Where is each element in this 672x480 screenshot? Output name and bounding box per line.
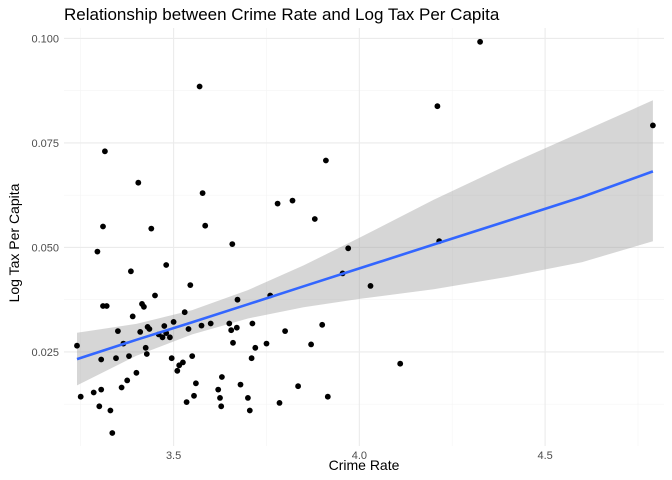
data-point <box>133 369 140 376</box>
data-point <box>248 355 255 362</box>
data-point <box>159 334 166 341</box>
data-point <box>115 328 121 334</box>
data-point <box>218 403 225 410</box>
data-point <box>650 122 656 129</box>
data-point <box>215 386 222 393</box>
data-point <box>135 179 142 186</box>
x-axis-title: Crime Rate <box>329 457 400 473</box>
data-point <box>129 313 136 320</box>
data-point <box>308 341 314 348</box>
data-point <box>126 353 132 359</box>
data-point <box>319 321 326 328</box>
x-tick-label: 4.5 <box>537 450 552 462</box>
x-tick-label: 3.5 <box>166 450 181 462</box>
data-point <box>187 282 194 288</box>
data-point <box>295 383 301 390</box>
data-point <box>109 430 116 436</box>
data-point <box>170 319 177 325</box>
fit-line <box>76 170 654 361</box>
data-point <box>397 360 404 367</box>
data-point <box>137 329 144 335</box>
data-point <box>289 197 296 204</box>
data-point <box>198 322 205 329</box>
data-point <box>367 283 374 289</box>
data-point <box>127 268 134 275</box>
data-point <box>161 323 168 329</box>
data-point <box>77 393 84 400</box>
data-point <box>90 389 97 396</box>
data-point <box>202 222 209 229</box>
data-point <box>252 344 259 351</box>
data-point <box>234 296 241 303</box>
data-point <box>217 395 223 401</box>
data-point <box>124 377 131 384</box>
y-tick-label: 0.100 <box>31 33 59 45</box>
y-axis-ticks: 0.025 0.050 0.075 0.100 <box>31 33 59 359</box>
data-point <box>477 38 483 45</box>
data-point <box>199 190 206 197</box>
data-point <box>245 395 251 401</box>
data-point <box>207 320 214 327</box>
data-point <box>233 324 240 331</box>
y-tick-label: 0.075 <box>31 138 59 150</box>
data-point <box>118 384 125 391</box>
data-point <box>148 225 155 232</box>
regression-line <box>76 170 654 361</box>
data-point <box>345 245 352 252</box>
data-point <box>282 328 288 334</box>
data-point <box>226 320 233 327</box>
data-point <box>152 292 158 299</box>
data-point <box>96 403 103 410</box>
y-tick-label: 0.025 <box>31 347 59 359</box>
data-point <box>74 342 80 349</box>
data-point <box>263 340 270 347</box>
data-point <box>103 303 110 309</box>
data-point <box>311 216 318 222</box>
x-tick-label: 4.0 <box>352 450 367 462</box>
data-point <box>434 103 441 110</box>
data-point <box>249 320 256 327</box>
data-point <box>230 339 236 346</box>
data-point <box>167 334 173 341</box>
data-point <box>229 241 236 248</box>
chart-title: Relationship between Crime Rate and Log … <box>64 5 500 24</box>
data-point <box>191 392 197 399</box>
data-points <box>74 38 656 436</box>
data-point <box>219 374 225 380</box>
data-point <box>98 356 105 363</box>
grid <box>64 28 664 446</box>
data-point <box>100 223 106 230</box>
data-point <box>143 351 150 357</box>
data-point <box>196 83 203 90</box>
data-point <box>274 200 281 207</box>
data-point <box>323 157 329 164</box>
data-point <box>102 148 108 155</box>
data-point <box>174 367 181 374</box>
data-point <box>181 309 188 316</box>
data-point <box>98 386 105 393</box>
data-point <box>246 407 253 414</box>
data-point <box>180 359 186 366</box>
data-point <box>237 381 244 388</box>
data-point <box>141 303 147 310</box>
data-point <box>183 399 190 405</box>
data-point <box>168 355 175 362</box>
data-point <box>107 407 114 414</box>
data-point <box>228 327 235 334</box>
data-point <box>193 380 199 387</box>
data-point <box>113 355 119 362</box>
data-point <box>276 400 283 406</box>
data-point <box>185 326 192 332</box>
data-point <box>94 248 101 255</box>
y-tick-label: 0.050 <box>31 242 59 254</box>
data-point <box>189 353 196 359</box>
data-point <box>146 326 153 332</box>
y-axis-title: Log Tax Per Capita <box>6 183 22 302</box>
x-axis-ticks: 3.5 4.0 4.5 <box>166 450 553 462</box>
data-point <box>163 262 170 268</box>
data-point <box>324 393 331 400</box>
data-point <box>142 344 149 351</box>
